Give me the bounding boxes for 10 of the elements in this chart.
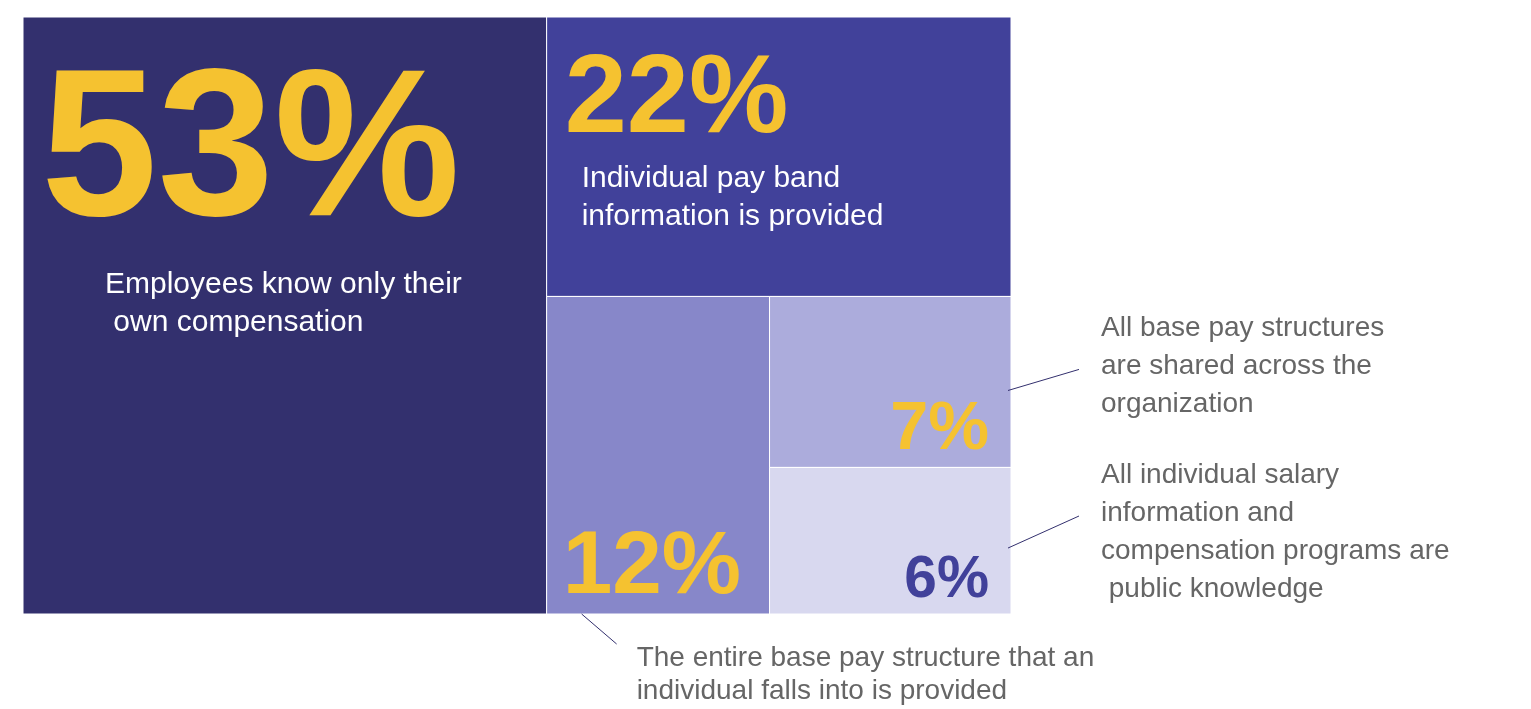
category-label: All base pay structures are shared across the organization bbox=[1101, 310, 1393, 418]
data-label: 22% bbox=[564, 30, 789, 156]
data-label: 7% bbox=[890, 387, 989, 464]
category-label: All individual salary information and compensation programs are public knowledge bbox=[1101, 457, 1450, 603]
category-label: The entire base pay structure that an individual falls into is provided bbox=[636, 641, 1103, 705]
data-label: 6% bbox=[904, 544, 989, 609]
data-label: 12% bbox=[562, 511, 742, 612]
category-label: Individual pay band information is provided bbox=[581, 160, 884, 232]
category-label: Employees know only their own compensation bbox=[105, 265, 462, 337]
data-label: 53% bbox=[41, 24, 461, 259]
